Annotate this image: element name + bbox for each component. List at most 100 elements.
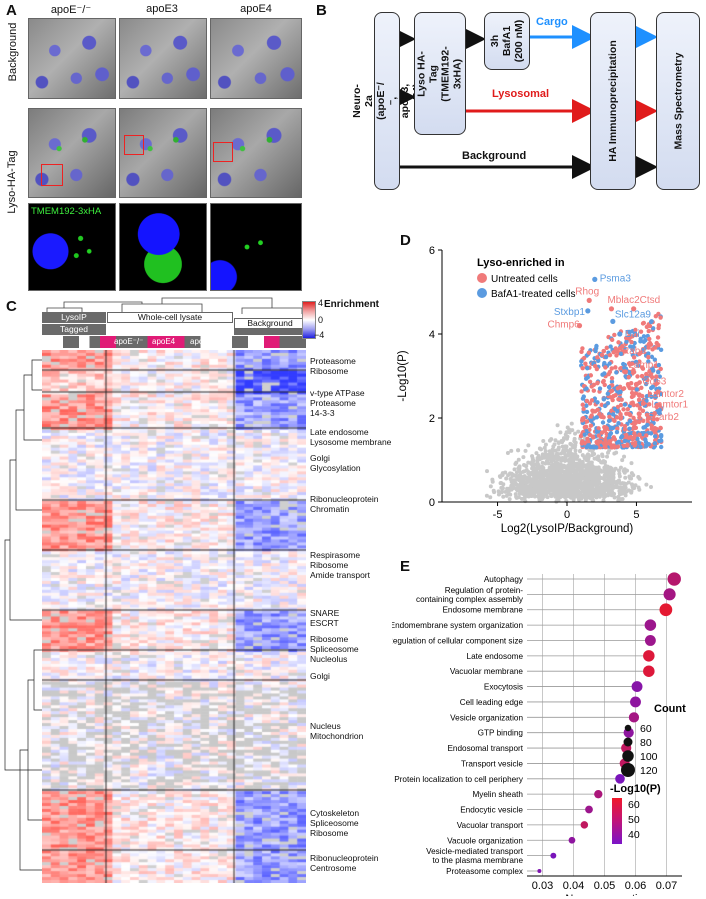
background-point [543,449,548,454]
background-point [571,488,576,493]
genotype-label-apoe4: apoE4 [152,337,176,346]
enriched-point [632,443,637,448]
background-point [535,481,540,486]
background-point [618,465,623,470]
enriched-point [618,366,624,371]
enriched-point [612,418,617,424]
enriched-point [658,444,664,450]
enriched-point [647,336,652,342]
enriched-point [657,374,662,379]
background-point [620,458,625,463]
panel-b-label: B [316,2,327,19]
enriched-point [641,334,647,339]
size-legend-dot [623,737,633,747]
enriched-point [635,363,641,368]
background-point [564,444,569,449]
enriched-point [633,359,639,365]
background-point [568,494,573,499]
background-point [546,474,551,479]
term-label: Endomembrane system organization [392,621,523,630]
size-legend-title: Count [654,703,686,715]
background-point [521,479,526,484]
enriched-point [599,430,605,435]
label-cargo: Cargo [536,16,568,28]
background-point [637,476,642,481]
enriched-point [595,380,600,385]
genotype-label-apoe3: apoE3 [190,337,214,346]
annot-group: Cytoskeleton Spliceosome Ribosome [310,808,359,838]
enriched-point [592,409,598,414]
enriched-point [591,445,596,450]
enriched-point [640,408,646,414]
background-point [629,471,634,476]
enriched-point [584,419,590,424]
enriched-point [640,366,646,371]
term-label: Vacuolar membrane [450,667,524,676]
background-point [484,493,489,498]
zoom-label-tmem192: TMEM192-3xHA [31,206,102,217]
enriched-point [633,327,638,333]
enriched-point [606,384,612,390]
annot-proteasome: Proteasome [310,398,356,408]
enriched-point [614,415,620,420]
enriched-point [588,423,594,428]
background-point [629,482,634,487]
legend-swatch-untreated [477,273,487,283]
term-dot [643,650,655,662]
labeled-point-rab9 [614,348,620,354]
background-point [563,470,568,475]
box-lyso-ha-tag: Lyso HA-Tag (TMEM192-3xHA) [414,12,466,135]
background-point [612,491,617,496]
enriched-point [644,324,650,330]
enriched-point [609,375,615,381]
label-lysosomal: Lysosomal [492,88,550,100]
header-tagged: Tagged [42,324,106,335]
enriched-point [608,426,614,431]
micrograph-lyso-apoe4 [210,108,302,198]
background-point [600,454,605,459]
background-point [555,497,560,502]
micrograph-background-apoe3 [119,18,207,99]
enriched-point [640,374,645,379]
enriched-point [593,346,599,351]
background-point [595,490,600,495]
heatmap-header: LysoIP Whole-cell lysate Tagged Backgrou… [42,312,306,348]
x-tick-label: 0.03 [532,880,553,892]
enriched-point [652,441,658,446]
background-point [574,471,579,476]
term-dot [631,681,643,693]
legend-swatch-bafa [477,288,487,298]
enriched-point [652,410,657,416]
term-dot [628,712,640,723]
size-legend-dot [624,724,632,732]
enriched-point [635,403,640,408]
term-dot [667,572,681,586]
term-dot [580,821,589,829]
background-point [569,490,574,495]
background-point [554,456,559,461]
background-point [567,430,572,435]
labeled-point-stxbp1 [585,308,591,314]
background-point [595,482,600,487]
enriched-point [644,433,649,438]
background-point [587,464,592,469]
background-point [555,485,560,490]
background-point [580,476,585,481]
enriched-point [622,427,628,432]
background-point [503,470,508,475]
panel-e-label: E [400,558,411,575]
enriched-point [616,439,622,445]
x-axis-title: Log2(LysoIP/Background) [501,523,634,535]
box-ms-text: Mass Spectrometry [672,52,684,150]
enriched-point [618,402,624,408]
background-point [497,474,502,479]
background-point [522,491,527,496]
enriched-point [641,425,646,430]
background-point [504,476,509,481]
term-label: Transport vesicle [461,759,523,768]
enriched-point [583,361,588,366]
background-point [633,483,638,488]
background-point [617,474,622,479]
background-point [562,451,567,456]
heatmap-matrix [42,350,306,883]
